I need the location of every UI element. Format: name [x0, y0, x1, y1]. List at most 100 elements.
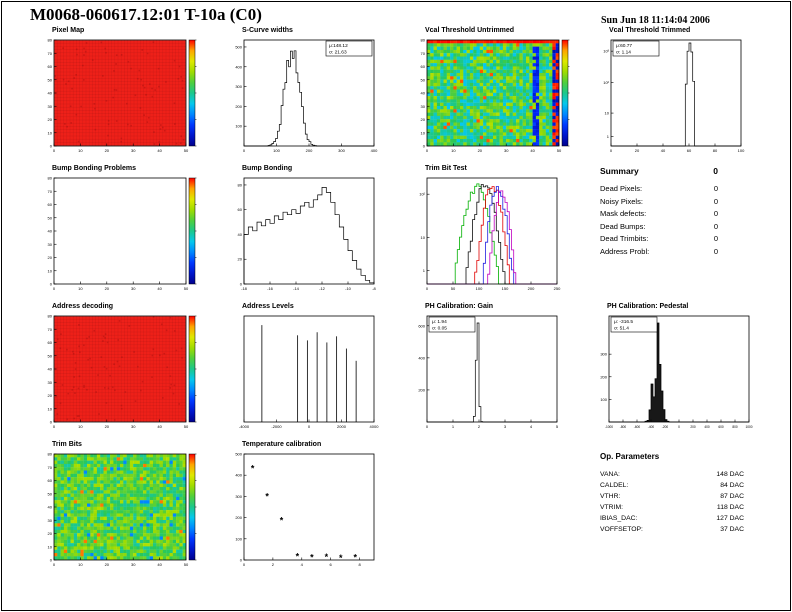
svg-text:2000: 2000 — [337, 424, 347, 429]
svg-text:*: * — [325, 552, 329, 562]
svg-text:300: 300 — [338, 148, 345, 153]
svg-text:10: 10 — [78, 562, 83, 567]
svg-text:50: 50 — [48, 491, 53, 496]
svg-text:200: 200 — [690, 425, 696, 429]
svg-text:50: 50 — [48, 77, 53, 82]
svg-text:600: 600 — [718, 425, 724, 429]
svg-text:20: 20 — [48, 393, 53, 398]
svg-text:10: 10 — [605, 111, 610, 116]
svg-text:0: 0 — [50, 144, 53, 149]
svg-text:80: 80 — [48, 314, 53, 319]
svg-text:-12: -12 — [319, 286, 326, 291]
scurve-widths-plot: 0 100 200 300 400 100 200 300 400 500 μ:148.12σ: 2… — [235, 39, 378, 153]
svg-text:60: 60 — [48, 340, 53, 345]
svg-text:-800: -800 — [620, 425, 627, 429]
bump-bonding-title: Bump Bonding — [242, 165, 293, 172]
trim-bit-test-title: Trim Bit Test — [425, 165, 467, 172]
summary-row-value: 0 — [713, 196, 718, 206]
svg-text:0: 0 — [240, 282, 243, 287]
svg-text:70: 70 — [421, 51, 426, 56]
temperature-calibration-plot: * * * * * * * * 0 2 4 6 8 0 100 200 300 400 500 — [235, 452, 375, 567]
svg-text:400: 400 — [235, 473, 242, 478]
svg-text:10: 10 — [451, 148, 456, 153]
temperature-calibration-title: Temperature calibration — [242, 441, 322, 448]
svg-text:20: 20 — [48, 117, 53, 122]
svg-text:0: 0 — [50, 282, 53, 287]
svg-text:4: 4 — [301, 562, 304, 567]
svg-text:20: 20 — [48, 531, 53, 536]
svg-text:80: 80 — [48, 38, 53, 43]
panel-ph-pedestal: PH Calibration: Pedestal -1000 -800 -600 -4… — [595, 302, 755, 432]
summary-row: Mask defects: 0 — [600, 208, 748, 221]
svg-text:200: 200 — [306, 148, 313, 153]
svg-text:70: 70 — [48, 51, 53, 56]
svg-text:100: 100 — [600, 397, 607, 402]
svg-text:300: 300 — [235, 84, 242, 89]
svg-text:4000: 4000 — [370, 424, 380, 429]
pixel-map-plot: 0 10 20 30 40 50 0 10 20 30 40 50 60 70 80 — [48, 38, 197, 153]
svg-text:500: 500 — [235, 44, 242, 49]
summary-row-label: Mask defects: — [600, 209, 647, 218]
trim-bits-plot: 0 10 20 30 40 50 0 10 20 30 40 50 60 70 80 — [48, 452, 197, 567]
address-levels-plot: -4000 -2000 0 2000 4000 — [239, 315, 380, 429]
panel-ph-gain: PH Calibration: Gain 0 1 2 3 4 5 200 400 600 μ: 1… — [413, 302, 563, 432]
svg-text:-1000: -1000 — [605, 425, 613, 429]
panel-vcal-untrimmed: Vcal Threshold Untrimmed 0 10 20 30 40 50 0 10 2… — [413, 26, 575, 156]
param-value: 127 DAC — [716, 515, 744, 522]
vcal-trimmed-title: Vcal Threshold Trimmed — [609, 27, 691, 34]
svg-text:*: * — [353, 553, 357, 563]
summary-row-value: 0 — [713, 184, 718, 193]
svg-text:1: 1 — [607, 134, 610, 139]
ph-pedestal-plot: -1000 -800 -600 -400 -200 0 200 400 600 800 1000 10… — [600, 315, 753, 429]
svg-text:0: 0 — [50, 420, 53, 425]
summary-row-value: 0 — [713, 246, 718, 256]
svg-text:0: 0 — [53, 286, 56, 291]
svg-text:6: 6 — [330, 562, 333, 567]
svg-text:500: 500 — [235, 452, 242, 457]
panel-scurve-widths: S-Curve widths 0 100 200 300 400 100 200 300 400… — [230, 26, 380, 156]
svg-text:70: 70 — [48, 327, 53, 332]
svg-text:20: 20 — [105, 286, 110, 291]
op-parameters-panel: Op. Parameters VANA: 148 DAC CALDEL: 84 … — [600, 452, 750, 562]
svg-text:60: 60 — [687, 148, 692, 153]
param-label: VANA: — [600, 471, 620, 478]
param-row: VTRIM: 118 DAC — [600, 502, 750, 513]
param-value: 87 DAC — [720, 493, 744, 500]
param-value: 148 DAC — [716, 471, 744, 478]
svg-text:40: 40 — [157, 562, 162, 567]
svg-text:50: 50 — [184, 424, 189, 429]
param-label: CALDEL: — [600, 482, 629, 489]
panel-temperature-calibration: Temperature calibration * * * * * * * * 0 2 4 6 8 0 10… — [230, 440, 380, 570]
svg-text:σ: 51.4: σ: 51.4 — [614, 325, 629, 331]
svg-text:0: 0 — [423, 144, 426, 149]
svg-text:70: 70 — [48, 189, 53, 194]
svg-text:10: 10 — [48, 406, 53, 411]
summary-title: Summary — [600, 166, 639, 176]
timestamp: Sun Jun 18 11:14:04 2006 — [601, 15, 710, 26]
param-row: CALDEL: 84 DAC — [600, 480, 750, 491]
svg-text:20: 20 — [635, 148, 640, 153]
svg-text:40: 40 — [48, 505, 53, 510]
svg-text:300: 300 — [235, 494, 242, 499]
summary-row-label: Dead Trimbits: — [600, 234, 649, 243]
param-row: IBIAS_DAC: 127 DAC — [600, 513, 750, 524]
svg-text:10: 10 — [48, 544, 53, 549]
panel-bump-bonding: Bump Bonding -18 -16 -14 -12 -10 -8 0 20 40 60 80 — [230, 164, 380, 294]
svg-text:μ: 1.94: μ: 1.94 — [432, 319, 447, 325]
param-label: VTHR: — [600, 493, 621, 500]
svg-text:10: 10 — [78, 286, 83, 291]
svg-text:0: 0 — [243, 562, 246, 567]
svg-text:*: * — [251, 463, 255, 473]
summary-row: Dead Pixels: 0 — [600, 183, 748, 196]
svg-text:20: 20 — [478, 148, 483, 153]
svg-text:50: 50 — [451, 286, 456, 291]
svg-text:250: 250 — [554, 286, 561, 291]
svg-text:50: 50 — [48, 353, 53, 358]
ph-pedestal-title: PH Calibration: Pedestal — [607, 303, 689, 310]
svg-text:400: 400 — [418, 355, 425, 360]
param-label: VOFFSETOP: — [600, 526, 643, 533]
svg-text:40: 40 — [48, 229, 53, 234]
svg-text:40: 40 — [157, 148, 162, 153]
svg-text:40: 40 — [48, 91, 53, 96]
